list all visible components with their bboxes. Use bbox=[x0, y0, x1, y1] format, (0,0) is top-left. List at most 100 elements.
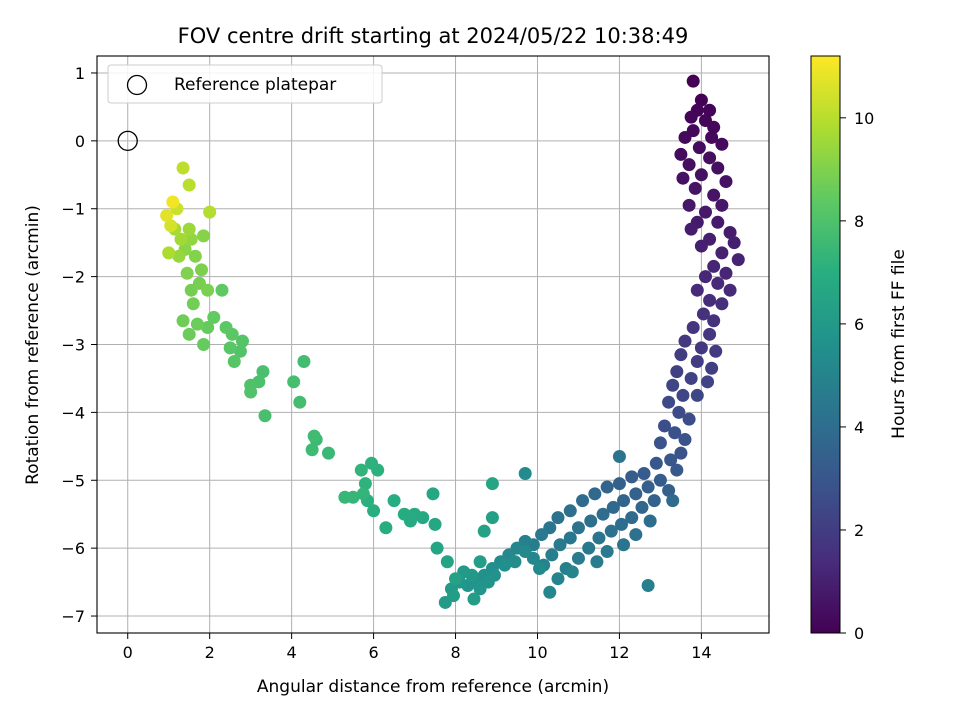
reference-point bbox=[117, 130, 138, 152]
y-tick-label: −7 bbox=[61, 607, 85, 626]
data-point bbox=[731, 253, 745, 267]
data-point bbox=[576, 494, 590, 508]
data-point bbox=[207, 310, 221, 324]
data-point bbox=[590, 555, 604, 569]
data-point bbox=[703, 103, 717, 117]
data-point bbox=[678, 334, 692, 348]
data-point bbox=[428, 517, 442, 531]
data-point bbox=[197, 229, 211, 243]
data-point bbox=[518, 545, 532, 559]
data-point bbox=[233, 344, 247, 358]
data-point bbox=[678, 130, 692, 144]
legend-entry-reference: Reference platepar bbox=[174, 75, 336, 95]
data-point bbox=[719, 175, 733, 189]
data-point bbox=[606, 500, 620, 514]
data-point bbox=[162, 246, 176, 260]
data-point bbox=[690, 283, 704, 297]
data-point bbox=[647, 494, 661, 508]
data-point bbox=[682, 198, 696, 212]
data-point bbox=[635, 500, 649, 514]
data-point bbox=[682, 412, 696, 426]
data-point bbox=[614, 517, 628, 531]
data-point bbox=[553, 538, 567, 552]
data-point bbox=[498, 558, 512, 572]
data-point bbox=[692, 141, 706, 155]
data-point bbox=[535, 528, 549, 542]
data-point bbox=[307, 429, 321, 443]
data-point bbox=[703, 293, 717, 307]
data-point bbox=[201, 283, 215, 297]
data-point bbox=[293, 395, 307, 409]
data-point bbox=[670, 463, 684, 477]
data-point bbox=[160, 209, 174, 223]
data-point bbox=[227, 354, 241, 368]
data-point bbox=[662, 483, 676, 497]
data-point bbox=[571, 551, 585, 565]
y-tick-label: −3 bbox=[61, 336, 85, 355]
data-point bbox=[223, 341, 237, 355]
data-point bbox=[690, 354, 704, 368]
y-tick-label: −1 bbox=[61, 200, 85, 219]
legend-box bbox=[107, 64, 383, 104]
colorbar-tick-label: 10 bbox=[854, 109, 874, 128]
data-point bbox=[258, 409, 272, 423]
data-point bbox=[696, 307, 710, 321]
data-point bbox=[682, 158, 696, 172]
data-point bbox=[379, 521, 393, 535]
scatter-points bbox=[160, 74, 745, 609]
chart-title: FOV centre drift starting at 2024/05/22 … bbox=[178, 24, 689, 48]
x-axis: 0 2 4 6 8 10 12 14 bbox=[123, 633, 712, 662]
data-point bbox=[674, 147, 688, 161]
data-point bbox=[629, 487, 643, 501]
data-point bbox=[670, 365, 684, 379]
data-point bbox=[219, 321, 233, 335]
data-point bbox=[508, 555, 522, 569]
data-point bbox=[723, 225, 737, 239]
y-axis: 1 0 −1 −2 −3 −4 −5 −6 −7 bbox=[61, 64, 97, 626]
data-point bbox=[172, 249, 186, 263]
data-point bbox=[186, 297, 200, 311]
data-point bbox=[551, 572, 565, 586]
data-point bbox=[467, 592, 481, 606]
data-point bbox=[694, 239, 708, 253]
colorbar: 0 2 4 6 8 10 Hours from first FF file bbox=[810, 55, 909, 643]
data-point bbox=[723, 283, 737, 297]
data-point bbox=[711, 276, 725, 290]
colorbar-tick-label: 8 bbox=[854, 212, 864, 231]
data-point bbox=[625, 470, 639, 484]
data-point bbox=[166, 195, 180, 209]
data-point bbox=[694, 341, 708, 355]
data-point bbox=[707, 259, 721, 273]
data-point bbox=[674, 348, 688, 362]
colorbar-ticks: 0 2 4 6 8 10 bbox=[840, 109, 874, 643]
data-point bbox=[715, 137, 729, 151]
data-point bbox=[426, 487, 440, 501]
data-point bbox=[637, 466, 651, 480]
data-point bbox=[322, 446, 336, 460]
data-point bbox=[707, 120, 721, 134]
data-point bbox=[690, 388, 704, 402]
data-point bbox=[188, 249, 202, 263]
data-point bbox=[592, 531, 606, 545]
data-point bbox=[666, 378, 680, 392]
data-point bbox=[664, 453, 678, 467]
x-axis-label: Angular distance from reference (arcmin) bbox=[257, 677, 609, 697]
data-point bbox=[244, 385, 258, 399]
data-point bbox=[641, 578, 655, 592]
data-point bbox=[305, 443, 319, 457]
data-point bbox=[666, 494, 680, 508]
data-point bbox=[473, 555, 487, 569]
data-point bbox=[711, 215, 725, 229]
data-point bbox=[473, 582, 487, 596]
data-point bbox=[658, 419, 672, 433]
data-point bbox=[684, 371, 698, 385]
data-point bbox=[694, 168, 708, 182]
data-point bbox=[440, 555, 454, 569]
colorbar-tick-label: 2 bbox=[854, 521, 864, 540]
y-tick-label: −5 bbox=[61, 471, 85, 490]
data-point bbox=[485, 477, 499, 491]
data-point bbox=[676, 388, 690, 402]
legend: Reference platepar bbox=[107, 64, 383, 104]
data-point bbox=[197, 338, 211, 351]
